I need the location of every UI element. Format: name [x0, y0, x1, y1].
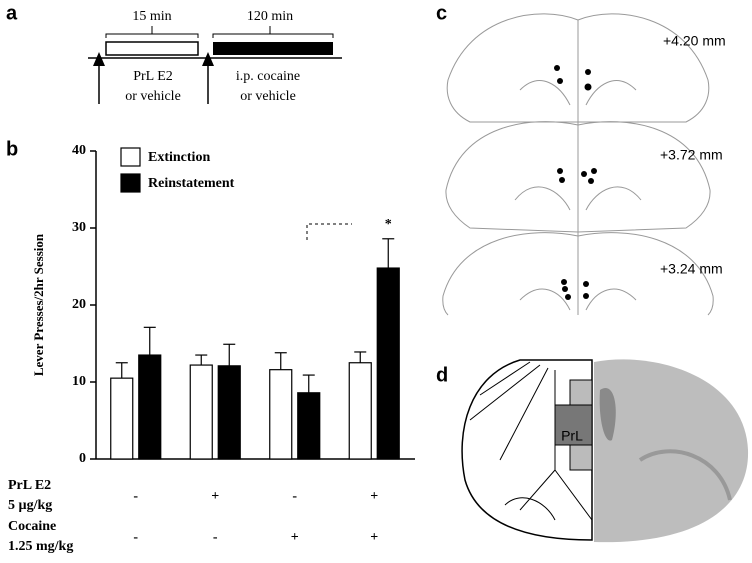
y-tick-label: 30	[72, 220, 86, 235]
coronal-sections: +4.20 mm +3.72 mm +3.24 mm	[442, 13, 726, 316]
y-tick-label: 10	[72, 374, 86, 389]
condition-sign: +	[211, 489, 219, 504]
treatment: or vehicle	[240, 89, 296, 104]
condition-sign: -	[133, 489, 138, 504]
section-label: +3.24 mm	[660, 261, 723, 277]
section-label: +4.20 mm	[663, 33, 726, 49]
condition-sign: +	[370, 530, 378, 545]
bar	[348, 362, 372, 460]
treatment: i.p. cocaine	[236, 69, 300, 84]
legend-swatch	[120, 147, 141, 167]
significance: *	[385, 217, 392, 232]
condition-sign: +	[370, 489, 378, 504]
condition-sign: -	[133, 530, 138, 545]
bar	[297, 392, 321, 460]
atlas: PrL	[461, 359, 749, 543]
section-label: +3.72 mm	[660, 147, 723, 163]
condition-sign: -	[292, 489, 297, 504]
duration: 120 min	[247, 9, 293, 24]
bar	[110, 377, 134, 460]
legend-swatch	[120, 173, 141, 193]
y-tick-label: 0	[79, 451, 86, 466]
bar	[269, 369, 293, 460]
treatment: PrL E2	[133, 69, 173, 84]
panel-label: b	[6, 138, 18, 160]
condition-label: Cocaine	[8, 519, 56, 534]
bar	[138, 354, 162, 460]
panel-label: a	[6, 2, 18, 24]
bar	[217, 365, 241, 460]
condition-label: 1.25 mg/kg	[8, 539, 73, 554]
condition-sign: -	[213, 530, 218, 545]
condition-sign: +	[291, 530, 299, 545]
legend-label: Reinstatement	[148, 176, 235, 191]
panel-label: c	[436, 2, 447, 24]
condition-label: PrL E2	[8, 478, 51, 493]
y-tick-label: 40	[72, 143, 86, 158]
y-axis-label: Lever Presses/2hr Session	[31, 233, 46, 376]
treatment: or vehicle	[125, 89, 181, 104]
bar	[189, 364, 213, 460]
timeline: 15 min 120 min PrL E2 or vehicle i.p. co…	[88, 9, 342, 104]
bar-chart: Lever Presses/2hr Session 0 10 20 30 40 * Exti…	[8, 143, 415, 554]
duration: 15 min	[132, 9, 171, 24]
y-tick-label: 20	[72, 297, 86, 312]
panel-label: d	[436, 364, 448, 386]
condition-label: 5 µg/kg	[8, 498, 52, 513]
legend-label: Extinction	[148, 150, 210, 165]
bar	[376, 267, 400, 460]
atlas-label: PrL	[561, 428, 583, 444]
